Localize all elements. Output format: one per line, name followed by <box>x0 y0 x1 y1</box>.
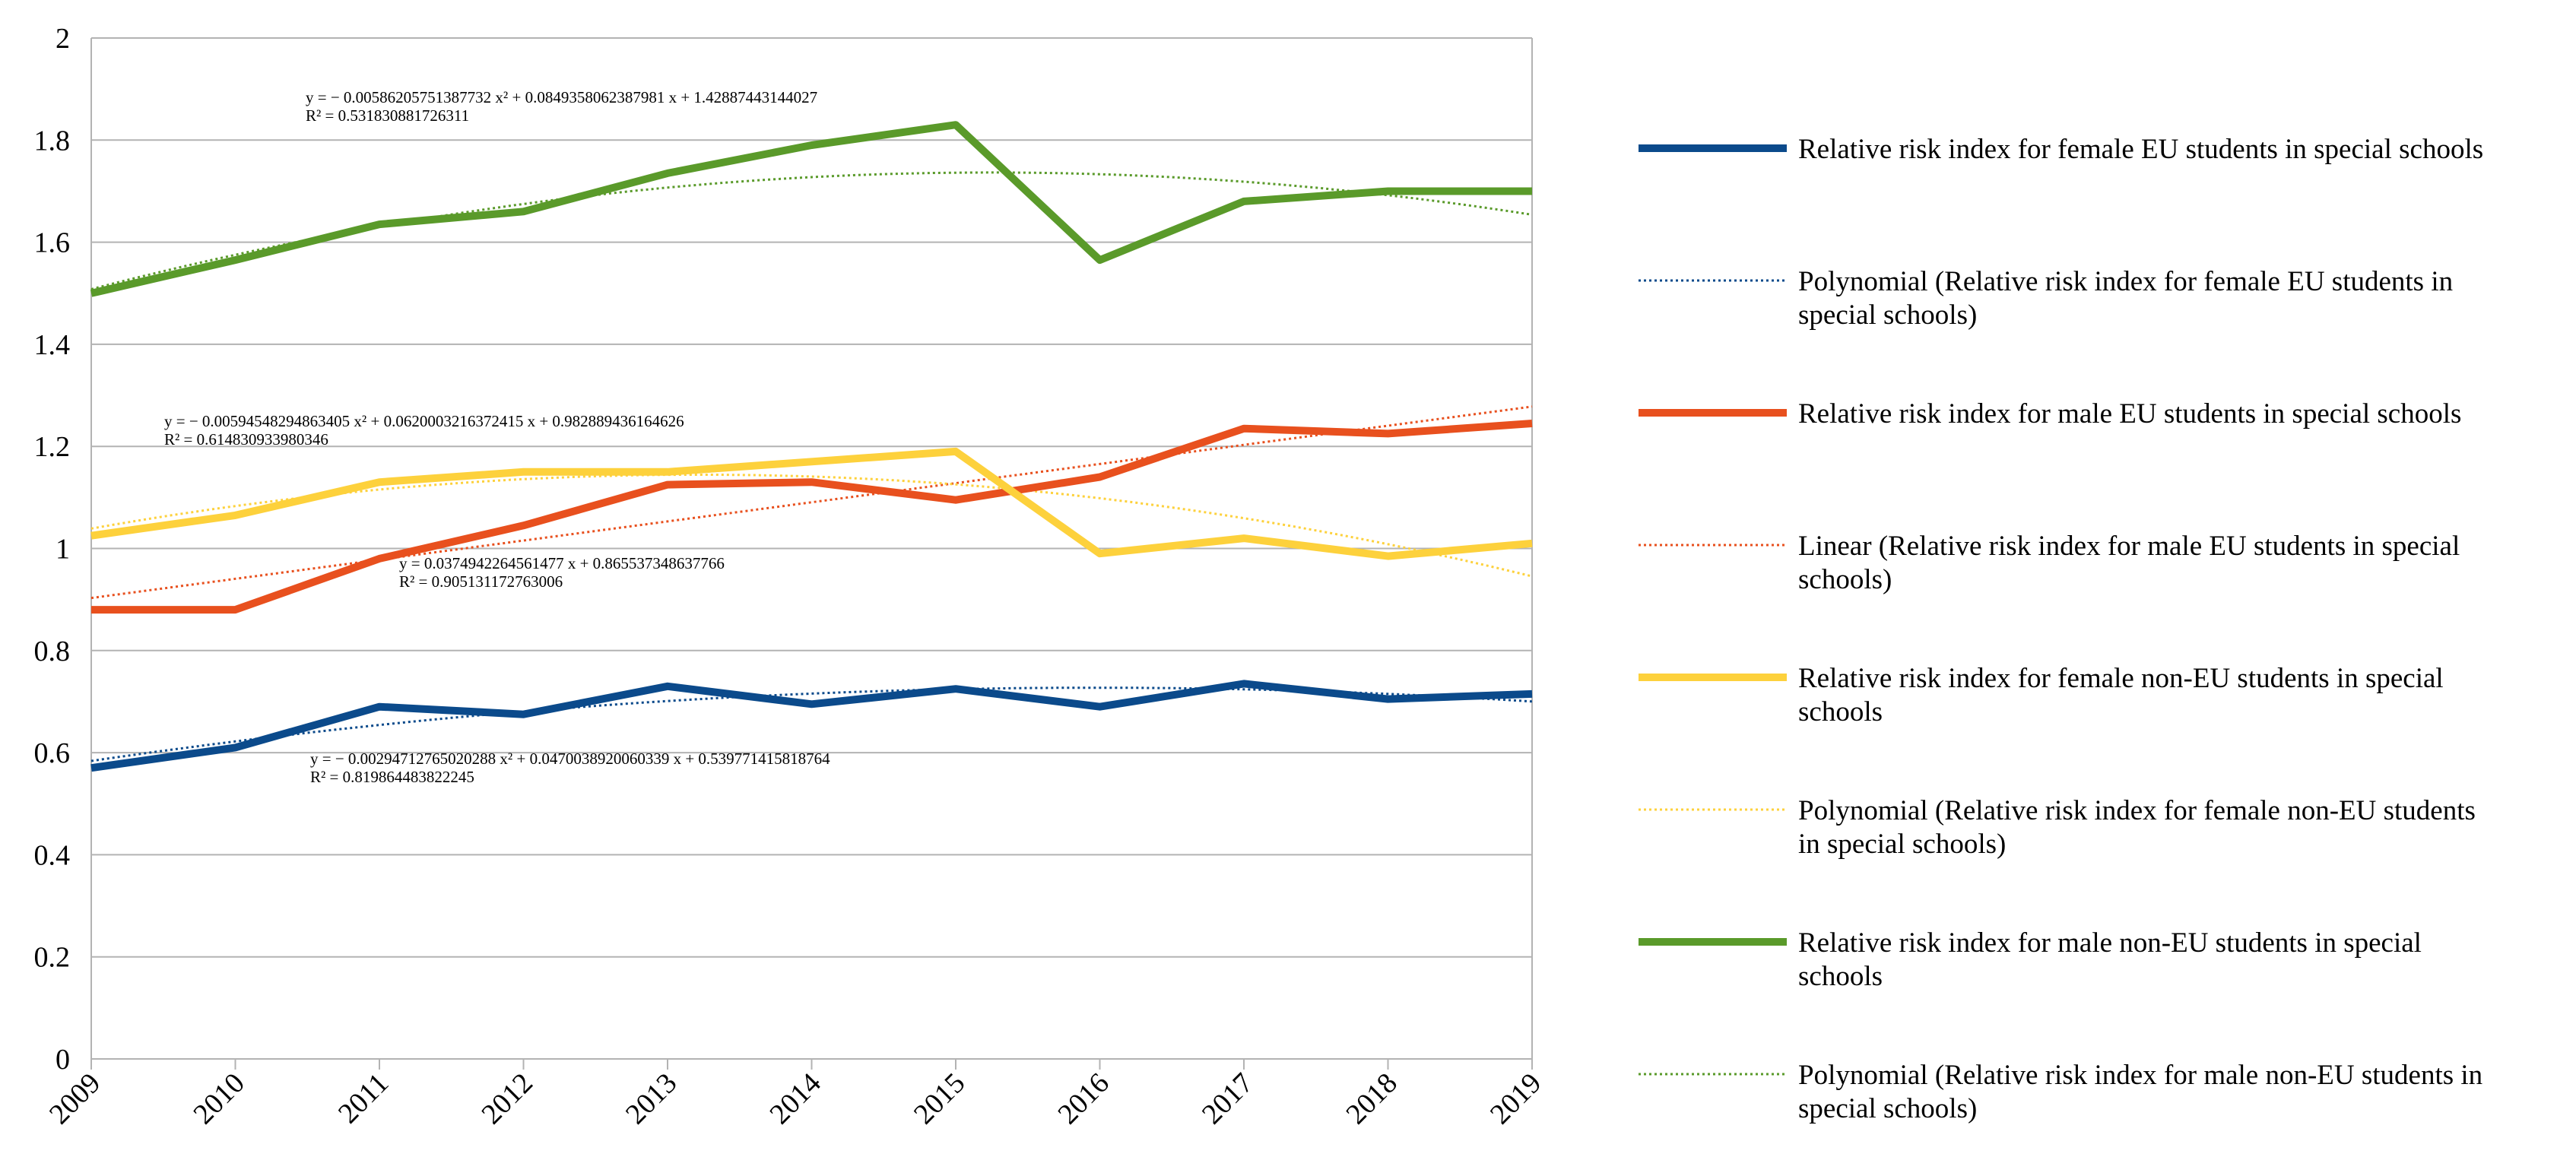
trendline-r-squared: R² = 0.531830881726311 <box>306 106 469 125</box>
x-tick-label: 2014 <box>763 1067 826 1130</box>
axes: 0 0.2 0.4 0.6 0.8 1 1.2 1.4 1.6 1.8 2 2009 2010 2011 2… <box>34 23 1548 1130</box>
y-tick-label: 1.6 <box>34 227 71 259</box>
legend-label: Linear (Relative risk index for male EU … <box>1798 531 2460 562</box>
x-tick-label: 2009 <box>43 1067 106 1130</box>
y-tick-label: 0 <box>56 1044 70 1076</box>
x-tick-label: 2018 <box>1340 1067 1403 1130</box>
trendline-polynomial <box>90 474 1533 578</box>
x-tick-label: 2017 <box>1196 1067 1259 1130</box>
y-tick-label: 1 <box>56 534 70 566</box>
trendline-equation: y = − 0.00586205751387732 x² + 0.0849358… <box>306 88 817 106</box>
y-tick-label: 2 <box>56 23 70 55</box>
data-series <box>90 121 1533 772</box>
legend-label: Polynomial (Relative risk index for male… <box>1798 1060 2482 1091</box>
y-tick-label: 1.2 <box>34 431 71 463</box>
x-tick-label: 2019 <box>1484 1067 1547 1130</box>
series-line-2 <box>90 447 1533 560</box>
x-tick-label: 2012 <box>475 1067 538 1130</box>
trendline-equation: y = 0.0374942264561477 x + 0.86553734863… <box>399 554 725 572</box>
series-line-3 <box>90 121 1532 297</box>
x-tick-label: 2016 <box>1052 1067 1115 1130</box>
legend-label: special schools) <box>1798 1093 1977 1124</box>
x-tick-label: 2010 <box>187 1067 250 1130</box>
trendline-r-squared: R² = 0.905131172763006 <box>399 572 563 591</box>
trendline-equations: y = − 0.00294712765020288 x² + 0.0470038… <box>164 88 830 786</box>
legend-label: Relative risk index for male non-EU stud… <box>1798 927 2422 959</box>
y-tick-label: 0.8 <box>34 636 71 667</box>
y-tick-label: 0.2 <box>34 942 71 974</box>
legend-label: Relative risk index for male EU students… <box>1798 398 2461 430</box>
y-tick-label: 0.6 <box>34 737 71 769</box>
legend: Relative risk index for female EU studen… <box>1639 134 2483 1124</box>
x-tick-label: 2015 <box>908 1067 971 1130</box>
gridlines <box>91 37 1533 1060</box>
trendlines <box>90 171 1533 762</box>
legend-label: schools) <box>1798 564 1892 595</box>
trendline-polynomial <box>90 171 1533 290</box>
legend-label: schools <box>1798 696 1883 727</box>
legend-label: Relative risk index for female EU studen… <box>1798 134 2483 165</box>
legend-label: in special schools) <box>1798 829 2006 860</box>
legend-label: schools <box>1798 961 1883 992</box>
trendline-r-squared: R² = 0.819864483822245 <box>310 768 474 786</box>
trendline-equation: y = − 0.00594548294863405 x² + 0.0620003… <box>164 412 684 430</box>
y-tick-label: 1.4 <box>34 329 71 361</box>
series-line-0 <box>90 680 1533 772</box>
x-tick-label: 2011 <box>332 1067 395 1130</box>
y-tick-label: 0.4 <box>34 839 71 871</box>
trendline-equation: y = − 0.00294712765020288 x² + 0.0470038… <box>310 750 830 768</box>
y-tick-label: 1.8 <box>34 125 71 157</box>
legend-label: special schools) <box>1798 300 1977 331</box>
legend-label: Polynomial (Relative risk index for fema… <box>1798 795 2476 826</box>
legend-label: Relative risk index for female non-EU st… <box>1798 663 2444 694</box>
x-tick-label: 2013 <box>620 1067 683 1130</box>
series-line-1 <box>91 420 1533 614</box>
legend-label: Polynomial (Relative risk index for fema… <box>1798 266 2453 297</box>
trendline-r-squared: R² = 0.614830933980346 <box>164 430 328 449</box>
